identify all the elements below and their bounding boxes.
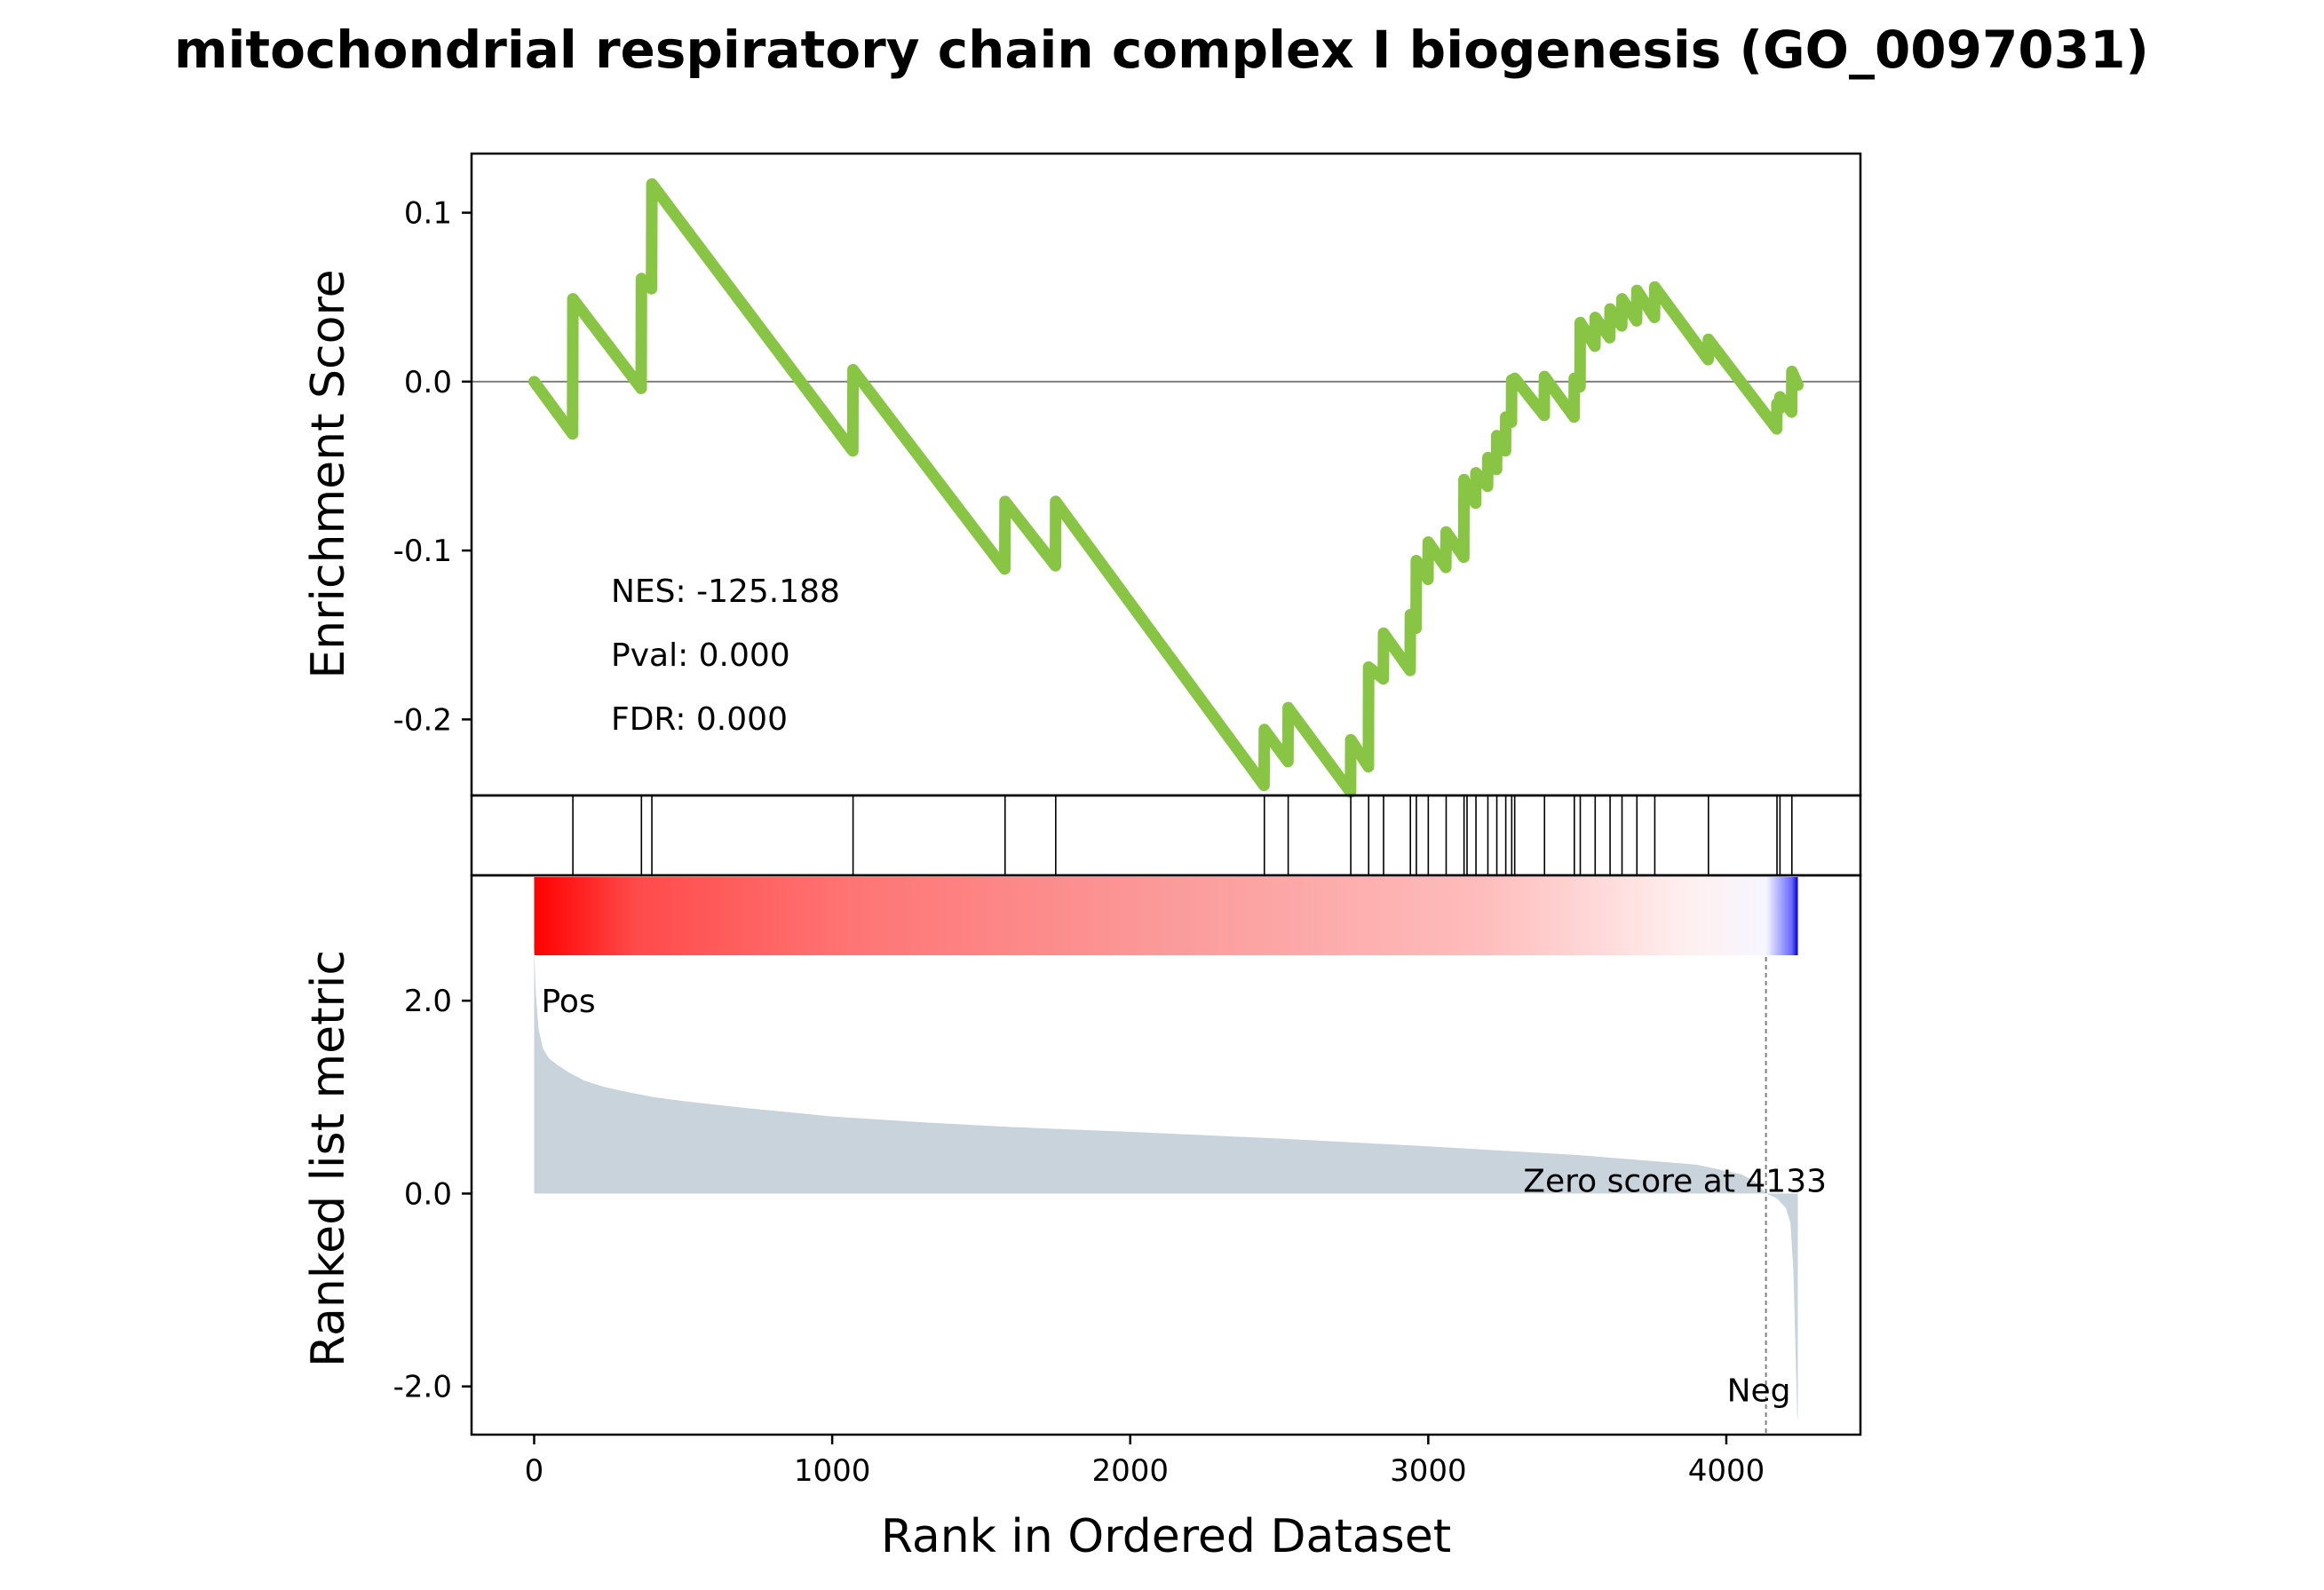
nes-stat: NES: -125.188 [611, 574, 840, 610]
fdr-stat: FDR: 0.000 [611, 701, 788, 738]
es-y-tick-label: 0.0 [404, 365, 452, 400]
enrichment-score-line [528, 178, 1804, 798]
es-y-axis-label: Enrichment Score [302, 269, 355, 678]
enrichment-panel: 0.1 0.0 -0.1 -0.2 NES: -125.188 Pval: 0.000… [302, 152, 1862, 798]
ranked-y-axis-label: Ranked list metric [302, 950, 355, 1367]
es-y-tick-label: -0.2 [393, 702, 452, 738]
ranked-y-ticks: 2.0 0.0 -2.0 [393, 984, 472, 1405]
ranked-panel: 2.0 0.0 -2.0 Pos Neg Zero score at 4133 Ra… [302, 874, 1862, 1436]
zero-score-annotation: Zero score at 4133 [1523, 1163, 1827, 1199]
x-tick-label: 3000 [1390, 1453, 1467, 1489]
chart-title: mitochondrial respiratory chain complex … [174, 20, 2149, 80]
pval-stat: Pval: 0.000 [611, 637, 790, 674]
x-tick-label: 2000 [1091, 1453, 1169, 1489]
x-axis-ticks: 0 1000 2000 3000 4000 [525, 1435, 1765, 1489]
x-tick-label: 1000 [794, 1453, 871, 1489]
ranked-y-tick-label: 2.0 [404, 984, 452, 1019]
es-y-tick-label: 0.1 [404, 196, 452, 232]
neg-label: Neg [1727, 1373, 1791, 1410]
x-axis-label: Rank in Ordered Dataset [881, 1510, 1451, 1563]
ranked-y-tick-label: 0.0 [404, 1176, 452, 1212]
gene-hit-markers [572, 795, 1793, 875]
ranked-metric-area [534, 947, 1798, 1420]
ranked-y-tick-label: -2.0 [393, 1370, 452, 1405]
hit-panel [470, 794, 1862, 877]
es-y-tick-label: -0.1 [393, 534, 452, 569]
hit-axes-frame [470, 794, 1862, 877]
pos-label: Pos [541, 984, 595, 1020]
es-axes-frame [470, 152, 1862, 797]
x-tick-label: 4000 [1688, 1453, 1765, 1489]
ranked-axes-frame [470, 874, 1862, 1436]
rank-heatmap-bar [534, 877, 1798, 955]
es-y-ticks: 0.1 0.0 -0.1 -0.2 [393, 196, 472, 738]
x-tick-label: 0 [525, 1453, 544, 1489]
